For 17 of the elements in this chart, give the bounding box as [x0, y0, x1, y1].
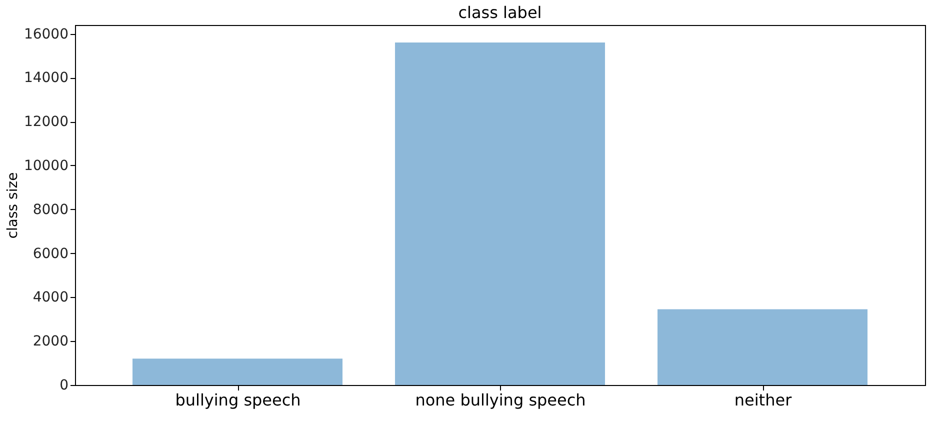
- chart-title: class label: [458, 3, 542, 22]
- y-tick-label: 10000: [24, 158, 68, 174]
- y-tick-label: 6000: [32, 246, 68, 262]
- x-tick-label: none bullying speech: [415, 390, 586, 410]
- y-axis-title: class size: [4, 172, 21, 239]
- bar: [395, 42, 605, 385]
- y-tick-label: 12000: [24, 114, 68, 130]
- y-tick-label: 0: [60, 378, 68, 394]
- y-tick-label: 2000: [32, 334, 68, 350]
- x-tick-label: bullying speech: [175, 390, 301, 410]
- y-tick-label: 14000: [24, 70, 68, 86]
- y-tick-label: 16000: [24, 26, 68, 42]
- y-tick-label: 4000: [32, 290, 68, 306]
- bar: [658, 309, 868, 385]
- x-tick-label: neither: [734, 390, 792, 410]
- bar: [132, 358, 342, 385]
- y-tick-label: 8000: [32, 202, 68, 218]
